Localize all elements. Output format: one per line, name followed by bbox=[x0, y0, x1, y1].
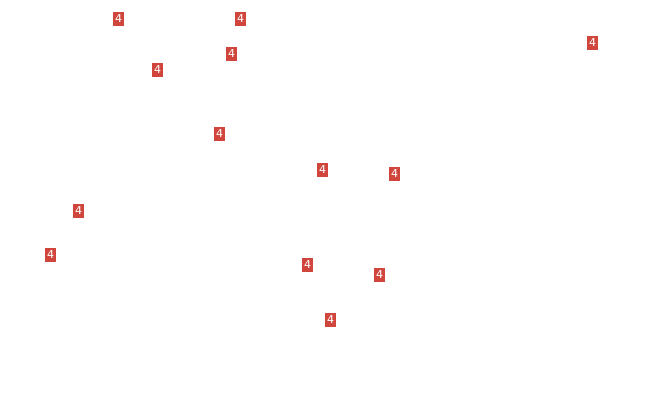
marker-badge[interactable]: 4 bbox=[374, 268, 385, 282]
marker-badge[interactable]: 4 bbox=[317, 163, 328, 177]
marker-badge[interactable]: 4 bbox=[302, 258, 313, 272]
marker-badge[interactable]: 4 bbox=[73, 204, 84, 218]
marker-badge[interactable]: 4 bbox=[214, 127, 225, 141]
marker-badge[interactable]: 4 bbox=[587, 36, 598, 50]
marker-badge[interactable]: 4 bbox=[45, 248, 56, 262]
marker-badge[interactable]: 4 bbox=[235, 12, 246, 26]
marker-badge[interactable]: 4 bbox=[152, 63, 163, 77]
marker-badge[interactable]: 4 bbox=[325, 313, 336, 327]
marker-badge[interactable]: 4 bbox=[226, 47, 237, 61]
marker-badge[interactable]: 4 bbox=[113, 12, 124, 26]
marker-badge[interactable]: 4 bbox=[389, 167, 400, 181]
